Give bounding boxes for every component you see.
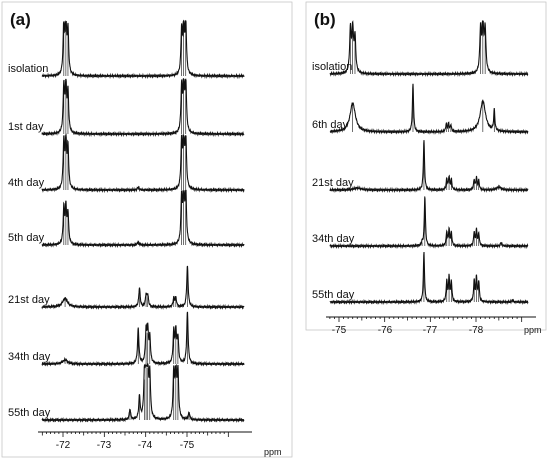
panel-a-label: (a): [10, 10, 31, 29]
panel-b-x-unit: ppm: [524, 325, 542, 335]
panel-b: (b) isolation 6th day 21st day 34th day 55th…: [305, 1, 547, 336]
spectrum-trace: [41, 189, 245, 249]
trace-label: 21st day: [8, 294, 50, 306]
trace-label: 34th day: [312, 233, 355, 245]
trace-label: 55th day: [312, 289, 355, 301]
trace-label: 5th day: [8, 232, 45, 244]
spectrum-trace: [41, 78, 245, 138]
trace-label: 34th day: [8, 351, 51, 363]
spectrum-trace: [329, 20, 529, 78]
spectrum-trace: [41, 265, 245, 310]
spectrum-trace: [41, 133, 245, 194]
trace-label: 1st day: [8, 121, 44, 133]
trace-label: 55th day: [8, 407, 51, 419]
panel-b-trace-labels: isolation 6th day 21st day 34th day 55th day: [312, 61, 355, 301]
x-tick-label: -78: [469, 325, 484, 336]
spectrum-trace: [41, 19, 245, 80]
panel-a-trace-labels: isolation 1st day 4th day 5th day 21st day 34…: [8, 63, 51, 419]
panel-a-x-unit: ppm: [264, 447, 282, 457]
panel-b-frame: [305, 1, 547, 331]
panel-a-frame: [1, 1, 293, 458]
x-tick-label: -75: [332, 325, 347, 336]
x-tick-label: -73: [97, 440, 112, 451]
panel-b-x-axis: -75 -76 -77 -78: [326, 316, 536, 336]
spectrum-trace: [329, 83, 529, 135]
panel-b-traces: [329, 20, 529, 306]
x-tick-label: -76: [378, 325, 393, 336]
x-tick-label: -74: [138, 440, 153, 451]
trace-label: 6th day: [312, 119, 349, 131]
trace-label: isolation: [8, 63, 48, 75]
x-tick-label: -72: [56, 440, 71, 451]
panel-b-label: (b): [314, 10, 336, 29]
trace-label: 4th day: [8, 177, 45, 189]
spectrum-trace: [329, 140, 529, 194]
spectrum-trace: [329, 251, 529, 306]
spectrum-trace: [329, 197, 529, 250]
panel-a: (a) isolation 1st day 4th day 5th day 21st d…: [1, 1, 293, 458]
x-tick-label: -77: [423, 325, 438, 336]
trace-label: 21st day: [312, 177, 354, 189]
panel-a-traces: [41, 19, 245, 424]
panel-a-x-axis: -72 -73 -74 -75: [38, 431, 252, 451]
x-tick-label: -75: [180, 440, 195, 451]
spectrum-trace: [41, 311, 245, 367]
spectrum-trace: [41, 362, 245, 424]
trace-label: isolation: [312, 61, 352, 73]
